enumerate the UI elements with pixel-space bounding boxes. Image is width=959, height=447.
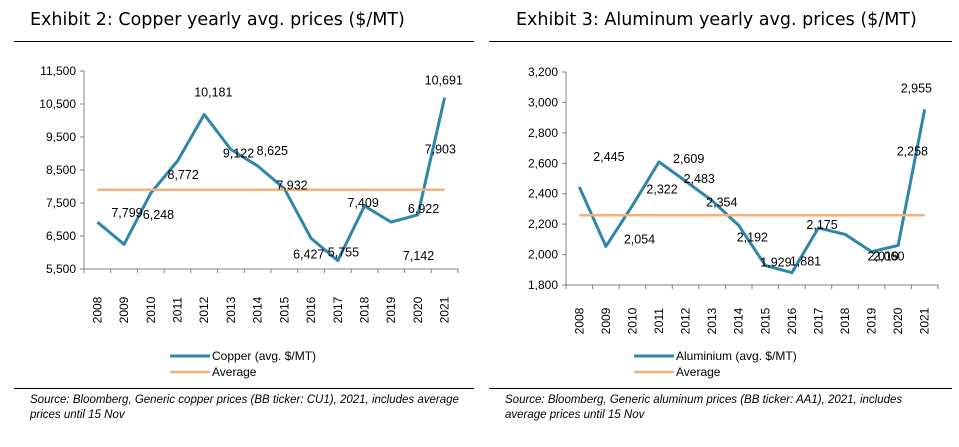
source-note: Source: Bloomberg, Generic copper prices… [30, 394, 459, 421]
price-line [577, 109, 927, 275]
chart-title: Exhibit 2: Copper yearly avg. prices ($/… [30, 10, 405, 30]
price-line [96, 97, 447, 263]
x-tick-label: 2014 [251, 296, 265, 323]
legend-label-average: Average [212, 365, 257, 379]
y-tick-label: 10,500 [39, 97, 76, 111]
x-tick-label: 2013 [224, 296, 238, 323]
x-tick-label: 2017 [811, 307, 825, 334]
x-tick-label: 2018 [838, 307, 852, 334]
source-note: Source: Bloomberg, Generic aluminum pric… [505, 394, 903, 421]
data-label: 2,192 [737, 230, 768, 244]
aluminum-exhibit: Exhibit 3: Aluminum yearly avg. prices (… [484, 0, 959, 447]
x-tick-label: 2009 [117, 296, 131, 323]
data-label: 2,609 [673, 152, 704, 166]
y-tick-label: 3,200 [528, 65, 558, 79]
data-label: 9,122 [223, 146, 254, 160]
x-tick-label: 2019 [384, 296, 398, 323]
x-tick-label: 2009 [599, 307, 613, 334]
data-label: 7,932 [276, 179, 307, 193]
data-label: 2,322 [646, 183, 677, 197]
data-label: 7,903 [425, 143, 456, 157]
x-tick-label: 2019 [865, 307, 879, 334]
data-label: 2,060 [873, 249, 904, 263]
data-label: 2,483 [684, 172, 715, 186]
x-tick-label: 2015 [758, 307, 772, 334]
data-label: 6,922 [408, 202, 439, 216]
y-tick-label: 9,500 [46, 130, 76, 144]
x-tick-label: 2010 [625, 307, 639, 334]
data-label: 10,181 [194, 86, 232, 100]
y-tick-label: 3,000 [528, 95, 558, 109]
legend-label-price: Copper (avg. $/MT) [212, 349, 316, 363]
x-tick-label: 2011 [652, 308, 666, 334]
data-label: 7,799 [111, 206, 142, 220]
aluminum-chart: 1,800 2,000 2,200 2,400 2,600 2,800 3,000 3,200… [528, 65, 939, 379]
y-tick-label: 7,500 [46, 196, 76, 210]
y-tick-label: 11,500 [40, 64, 76, 78]
y-tick-label: 8,500 [46, 163, 76, 177]
copper-exhibit: Exhibit 2: Copper yearly avg. prices ($/… [0, 0, 475, 447]
x-tick-label: 2012 [197, 296, 211, 323]
y-tick-label: 2,800 [528, 126, 558, 140]
data-label: 1,929 [760, 255, 791, 269]
data-label: 8,625 [257, 144, 288, 158]
data-label: 6,248 [143, 208, 174, 222]
y-tick-label: 2,600 [528, 156, 558, 170]
data-label: 2,019 [868, 250, 899, 264]
legend-label-price: Aluminium (avg. $/MT) [676, 349, 797, 363]
legend-label-average: Average [676, 365, 721, 379]
x-tick-label: 2020 [891, 307, 905, 334]
x-tick-label: 2017 [331, 296, 345, 323]
data-label: 6,427 [293, 247, 324, 261]
y-tick-label: 6,500 [46, 229, 76, 243]
data-label: 2,955 [901, 81, 932, 95]
data-label: 10,691 [425, 74, 463, 88]
data-label: 2,054 [624, 232, 655, 246]
x-tick-label: 2015 [277, 296, 291, 323]
x-tick-label: 2010 [144, 296, 158, 323]
data-label: 8,772 [168, 168, 199, 182]
y-tick-label: 2,400 [528, 187, 558, 201]
data-label: 7,142 [403, 249, 434, 263]
data-label: 1,881 [790, 255, 821, 269]
copper-chart: 5,500 6,500 7,500 8,500 9,500 10,500 11,500 200… [39, 64, 463, 379]
source-rule [489, 388, 952, 389]
x-tick-label: 2018 [358, 296, 372, 323]
y-tick-label: 2,200 [528, 217, 558, 231]
data-label: 5,755 [328, 246, 359, 260]
x-tick-label: 2013 [705, 307, 719, 334]
x-tick-label: 2008 [572, 307, 586, 334]
x-tick-label: 2020 [411, 296, 425, 323]
data-label: 2,445 [593, 150, 624, 164]
x-tick-label: 2008 [90, 296, 104, 323]
data-label: 2,354 [706, 196, 737, 210]
title-rule [489, 41, 952, 42]
y-tick-label: 5,500 [46, 262, 76, 276]
y-tick-label: 2,000 [528, 248, 558, 262]
data-label: 2,258 [897, 144, 928, 158]
x-tick-label: 2021 [918, 307, 932, 334]
x-tick-label: 2016 [304, 296, 318, 323]
title-rule [14, 41, 474, 42]
x-tick-label: 2016 [785, 307, 799, 334]
x-tick-label: 2011 [171, 297, 185, 323]
data-label: 7,409 [348, 196, 379, 210]
x-tick-label: 2012 [679, 307, 693, 334]
chart-title: Exhibit 3: Aluminum yearly avg. prices (… [516, 10, 917, 30]
data-label: 2,175 [806, 218, 837, 232]
source-rule [14, 388, 474, 389]
x-tick-label: 2014 [732, 307, 746, 334]
x-tick-label: 2021 [438, 296, 452, 323]
y-tick-label: 1,800 [528, 278, 558, 292]
